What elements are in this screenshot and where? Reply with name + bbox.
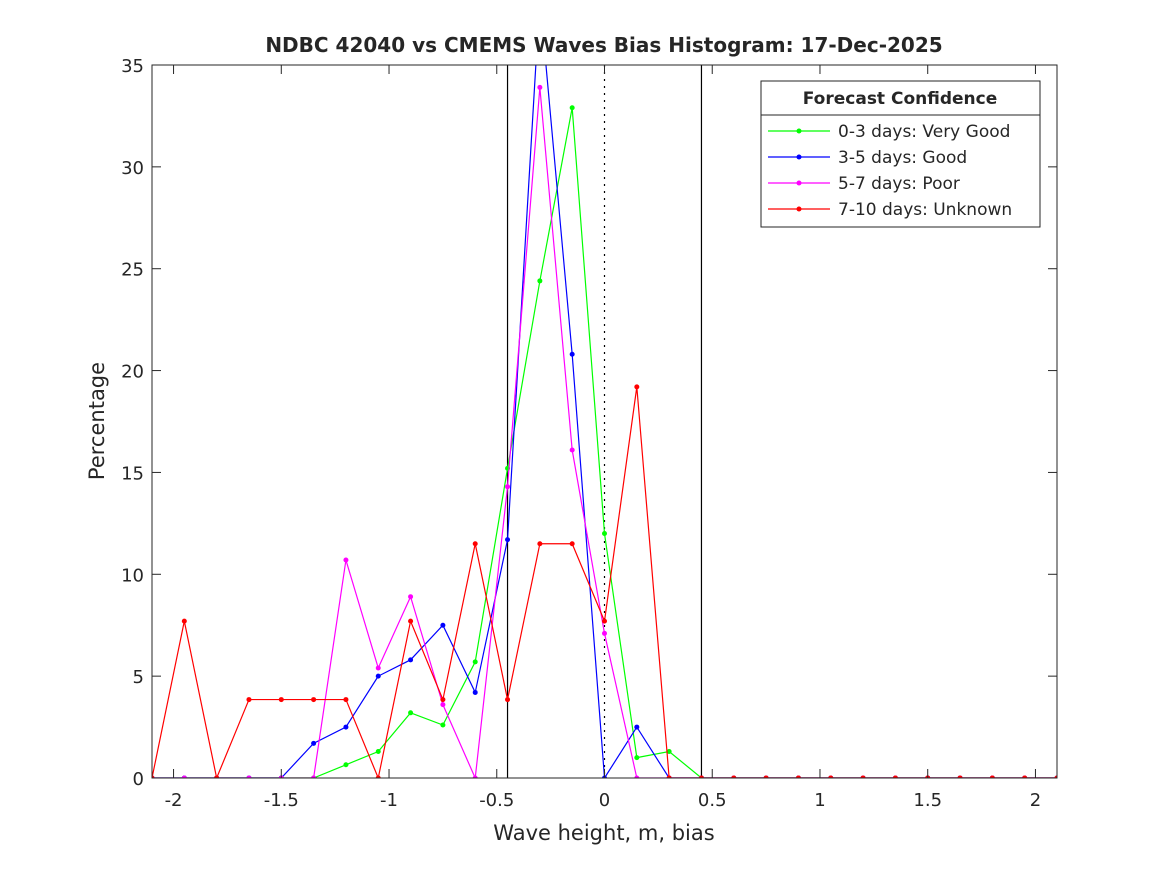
x-tick-label: -1.5 — [264, 790, 299, 811]
data-point — [440, 623, 445, 628]
y-tick-label: 0 — [133, 769, 144, 790]
data-point — [634, 755, 639, 760]
data-point — [570, 448, 575, 453]
data-point — [634, 725, 639, 730]
data-point — [602, 619, 607, 624]
data-point — [408, 710, 413, 715]
data-point — [570, 105, 575, 110]
data-point — [440, 697, 445, 702]
data-point — [343, 558, 348, 563]
data-point — [279, 697, 284, 702]
data-point — [473, 690, 478, 695]
data-point — [473, 541, 478, 546]
y-tick-label: 10 — [121, 565, 144, 586]
chart-title: NDBC 42040 vs CMEMS Waves Bias Histogram… — [265, 33, 942, 57]
data-point — [440, 723, 445, 728]
data-point — [376, 674, 381, 679]
y-tick-label: 5 — [133, 667, 144, 688]
data-point — [505, 697, 510, 702]
data-point — [343, 725, 348, 730]
legend-marker — [797, 207, 802, 212]
data-point — [408, 594, 413, 599]
data-point — [182, 619, 187, 624]
data-point — [408, 657, 413, 662]
data-point — [570, 541, 575, 546]
data-point — [570, 352, 575, 357]
x-tick-label: 2 — [1030, 790, 1041, 811]
y-axis-label: Percentage — [85, 362, 109, 480]
y-tick-label: 20 — [121, 362, 144, 383]
x-tick-label: 0 — [599, 790, 610, 811]
y-tick-label: 35 — [121, 56, 144, 77]
legend-label: 3-5 days: Good — [838, 148, 967, 168]
data-point — [602, 631, 607, 636]
x-tick-label: -2 — [165, 790, 183, 811]
data-point — [505, 484, 510, 489]
data-point — [343, 697, 348, 702]
legend-marker — [797, 181, 802, 186]
data-point — [537, 541, 542, 546]
legend-label: 5-7 days: Poor — [838, 174, 960, 194]
y-tick-label: 30 — [121, 158, 144, 179]
x-tick-label: -0.5 — [479, 790, 514, 811]
x-tick-label: 1 — [814, 790, 825, 811]
data-point — [311, 697, 316, 702]
data-point — [246, 697, 251, 702]
data-point — [505, 537, 510, 542]
legend-title: Forecast Confidence — [803, 89, 998, 109]
y-tick-label: 15 — [121, 463, 144, 484]
legend-marker — [797, 155, 802, 160]
data-point — [440, 702, 445, 707]
data-point — [408, 619, 413, 624]
data-point — [473, 659, 478, 664]
x-axis-label: Wave height, m, bias — [493, 821, 714, 845]
x-tick-label: 1.5 — [913, 790, 942, 811]
y-tick-label: 25 — [121, 260, 144, 281]
legend-label: 0-3 days: Very Good — [838, 122, 1010, 142]
legend: Forecast Confidence 0-3 days: Very Good 3… — [761, 81, 1040, 227]
x-tick-label: 0.5 — [698, 790, 727, 811]
legend-label: 7-10 days: Unknown — [838, 200, 1012, 220]
data-point — [537, 85, 542, 90]
legend-marker — [797, 129, 802, 134]
data-point — [376, 749, 381, 754]
data-point — [634, 384, 639, 389]
data-point — [537, 278, 542, 283]
data-point — [343, 762, 348, 767]
x-tick-label: -1 — [380, 790, 398, 811]
data-point — [311, 741, 316, 746]
data-point — [602, 531, 607, 536]
data-point — [376, 665, 381, 670]
